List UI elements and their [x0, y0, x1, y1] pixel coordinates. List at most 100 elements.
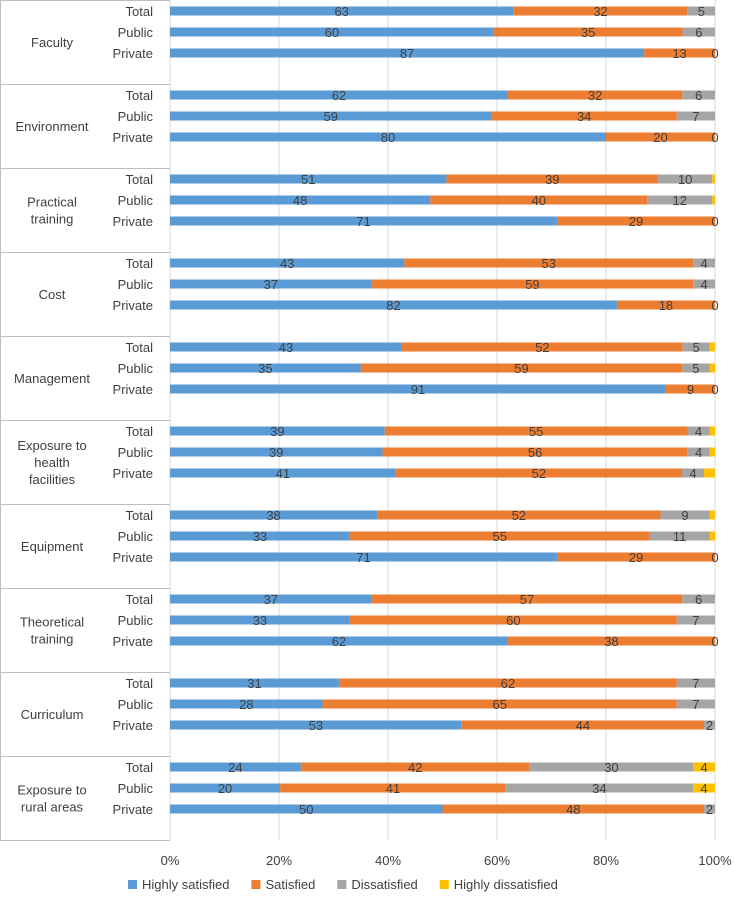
bar-segment-highly-satisfied	[170, 678, 339, 688]
category-label: Curriculum	[21, 707, 84, 722]
data-label: 7	[692, 109, 699, 124]
data-label: 80	[381, 130, 395, 145]
bar-segment-highly-satisfied	[170, 342, 403, 352]
data-label: 24	[228, 760, 242, 775]
data-label: 4	[695, 445, 702, 460]
category-label: health	[34, 455, 69, 470]
x-tick-label: 80%	[593, 853, 619, 868]
legend-swatch	[439, 880, 449, 889]
data-label: 6	[695, 592, 702, 607]
category-label: Equipment	[21, 539, 84, 554]
bar-segment-highly-dissatisfied	[712, 195, 715, 205]
data-label: 39	[270, 424, 284, 439]
data-label: 20	[218, 781, 232, 796]
bar-segment-dissatisfied	[649, 531, 710, 541]
legend-label: Satisfied	[265, 877, 315, 892]
data-label: 37	[264, 592, 278, 607]
bar-segment-highly-satisfied	[170, 531, 350, 541]
data-label: 2	[706, 802, 713, 817]
data-label: 51	[301, 172, 315, 187]
bar-segment-dissatisfied	[682, 27, 715, 37]
category-label: Theoretical	[20, 615, 84, 630]
bar-segment-satisfied	[644, 48, 715, 58]
bar-segment-dissatisfied	[647, 195, 713, 205]
bar-segment-satisfied	[556, 552, 715, 562]
data-label: 33	[253, 529, 267, 544]
data-label: 0	[711, 382, 718, 397]
data-label: 32	[593, 4, 607, 19]
bar-segment-satisfied	[322, 699, 677, 709]
row-label: Total	[126, 592, 154, 607]
data-label: 5	[698, 4, 705, 19]
row-label: Public	[118, 193, 154, 208]
bar-segment-satisfied	[446, 174, 659, 184]
data-label: 39	[545, 172, 559, 187]
x-tick-label: 60%	[484, 853, 510, 868]
data-label: 0	[711, 130, 718, 145]
bar-segment-highly-satisfied	[170, 615, 350, 625]
bar-segment-highly-satisfied	[170, 258, 405, 268]
bar-segment-highly-dissatisfied	[692, 783, 715, 793]
row-label: Public	[118, 277, 154, 292]
data-label: 59	[514, 361, 528, 376]
bar-segment-satisfied	[402, 342, 683, 352]
data-label: 2	[706, 718, 713, 733]
legend-label: Highly dissatisfied	[454, 877, 558, 892]
category-label: rural areas	[21, 800, 84, 815]
bar-segment-highly-dissatisfied	[703, 468, 715, 478]
data-label: 43	[279, 340, 293, 355]
bar-segment-satisfied	[377, 510, 661, 520]
bar-segment-satisfied	[493, 27, 683, 37]
data-label: 4	[700, 277, 707, 292]
data-label: 87	[400, 46, 414, 61]
category-label: Environment	[16, 119, 89, 134]
row-label: Private	[113, 718, 153, 733]
data-label: 34	[592, 781, 606, 796]
data-label: 42	[408, 760, 422, 775]
row-label: Private	[113, 46, 153, 61]
data-label: 48	[293, 193, 307, 208]
data-label: 10	[678, 172, 692, 187]
bar-segment-satisfied	[349, 615, 677, 625]
x-tick-label: 100%	[698, 853, 732, 868]
bar-segment-highly-satisfied	[170, 783, 281, 793]
data-label: 7	[692, 676, 699, 691]
legend-swatch	[337, 880, 347, 889]
bar-segment-highly-satisfied	[170, 300, 617, 310]
bar-segment-highly-satisfied	[170, 468, 396, 478]
bar-segment-dissatisfied	[703, 720, 715, 730]
data-label: 71	[356, 214, 370, 229]
bar-segment-satisfied	[360, 363, 683, 373]
row-label: Public	[118, 445, 154, 460]
bar-segment-satisfied	[384, 426, 688, 436]
bar-segment-highly-satisfied	[170, 27, 494, 37]
data-label: 33	[253, 613, 267, 628]
bar-segment-highly-satisfied	[170, 48, 645, 58]
bar-segment-satisfied	[513, 6, 688, 16]
data-label: 29	[629, 214, 643, 229]
row-label: Private	[113, 130, 153, 145]
category-label: facilities	[29, 472, 76, 487]
bar-segment-dissatisfied	[682, 342, 710, 352]
bar-segment-satisfied	[507, 636, 715, 646]
row-label: Public	[118, 361, 154, 376]
bar-segment-highly-satisfied	[170, 804, 443, 814]
bar-segment-dissatisfied	[529, 762, 694, 772]
bar-segment-highly-satisfied	[170, 426, 385, 436]
bar-segment-highly-satisfied	[170, 132, 606, 142]
data-label: 55	[529, 424, 543, 439]
data-label: 53	[309, 718, 323, 733]
bar-segment-highly-satisfied	[170, 174, 447, 184]
row-label: Private	[113, 382, 153, 397]
row-label: Public	[118, 25, 154, 40]
data-label: 35	[581, 25, 595, 40]
data-label: 65	[492, 697, 506, 712]
data-label: 38	[266, 508, 280, 523]
data-label: 59	[525, 277, 539, 292]
row-label: Private	[113, 298, 153, 313]
row-label: Total	[126, 88, 154, 103]
bar-segment-highly-satisfied	[170, 216, 557, 226]
row-label: Public	[118, 109, 154, 124]
data-label: 62	[501, 676, 515, 691]
